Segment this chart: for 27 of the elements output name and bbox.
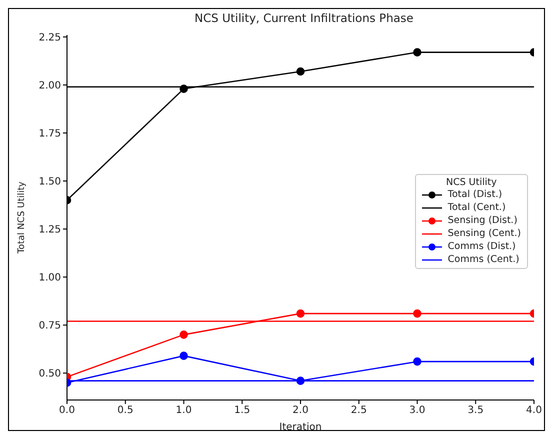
y-tick-label: 2.00 bbox=[38, 80, 61, 92]
x-tick-label: 3.5 bbox=[468, 405, 484, 416]
legend-label: Total (Cent.) bbox=[448, 202, 506, 213]
legend-label: Comms (Dist.) bbox=[448, 241, 516, 252]
y-tick-label: 1.50 bbox=[38, 176, 61, 188]
x-tick-label: 1.5 bbox=[234, 405, 250, 416]
y-axis-title: Total NCS Utility bbox=[17, 180, 28, 254]
x-axis-title: Iteration bbox=[279, 422, 322, 433]
x-tick-label: 0.5 bbox=[117, 405, 134, 416]
legend-label: Comms (Cent.) bbox=[448, 254, 520, 265]
x-tick-label: 1.0 bbox=[176, 405, 192, 416]
x-tick-label: 3.0 bbox=[409, 405, 426, 416]
x-tick-label: 0.0 bbox=[59, 405, 75, 416]
y-tick-label: 2.25 bbox=[38, 32, 61, 44]
legend-label: Sensing (Dist.) bbox=[448, 215, 518, 226]
legend-label: Sensing (Cent.) bbox=[448, 228, 521, 239]
y-tick-label: 1.00 bbox=[38, 272, 61, 284]
chart-title: NCS Utility, Current Infiltrations Phase bbox=[194, 11, 414, 25]
y-tick-label: 1.75 bbox=[38, 128, 61, 140]
x-tick-label: 2.5 bbox=[350, 405, 367, 416]
y-tick-label: 1.25 bbox=[38, 224, 61, 236]
y-tick-label: 0.50 bbox=[38, 368, 61, 380]
x-tick-label: 4.0 bbox=[526, 405, 542, 416]
legend-title: NCS Utility bbox=[445, 177, 498, 188]
x-tick-label: 2.0 bbox=[292, 405, 308, 416]
y-tick-label: 0.75 bbox=[38, 320, 61, 332]
legend-label: Total (Dist.) bbox=[448, 189, 502, 200]
